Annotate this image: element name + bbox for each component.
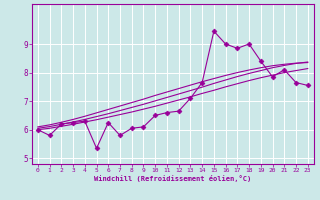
X-axis label: Windchill (Refroidissement éolien,°C): Windchill (Refroidissement éolien,°C): [94, 175, 252, 182]
